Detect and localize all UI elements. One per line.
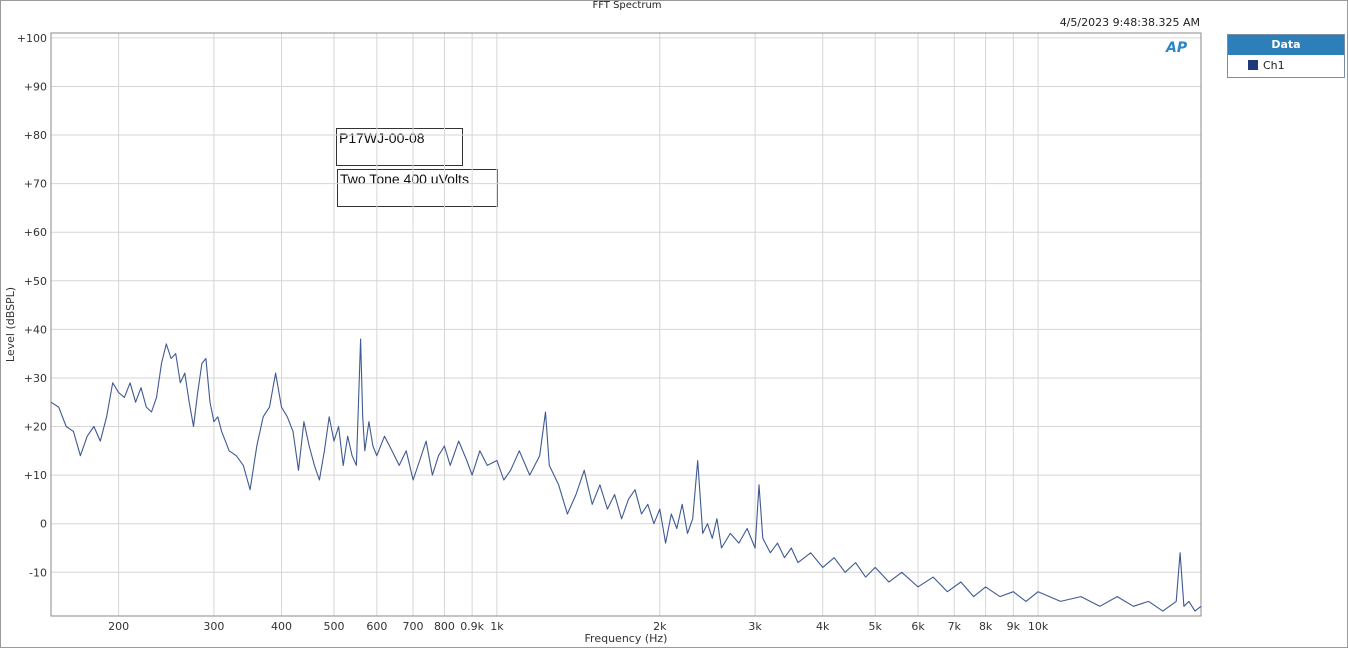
x-tick-label: 400 — [271, 620, 292, 633]
y-tick-label: +40 — [24, 323, 47, 336]
x-tick-label: 200 — [108, 620, 129, 633]
x-tick-label: 700 — [403, 620, 424, 633]
y-tick-label: 0 — [40, 518, 47, 531]
x-tick-label: 1k — [490, 620, 504, 633]
y-tick-label: +60 — [24, 226, 47, 239]
x-axis-label: Frequency (Hz) — [585, 632, 668, 645]
series-line-ch1 — [50, 338, 1202, 612]
x-tick-label: 10k — [1028, 620, 1049, 633]
y-axis-label: Level (dBSPL) — [4, 287, 17, 362]
timestamp: 4/5/2023 9:48:38.325 AM — [1059, 16, 1200, 29]
x-tick-label: 300 — [203, 620, 224, 633]
x-tick-label: 9k — [1007, 620, 1021, 633]
x-tick-label: 6k — [911, 620, 925, 633]
y-tick-label: +70 — [24, 178, 47, 191]
x-tick-label: 4k — [816, 620, 830, 633]
x-tick-label: 500 — [323, 620, 344, 633]
legend[interactable]: Data Ch1 — [1227, 34, 1345, 78]
x-tick-label: 7k — [948, 620, 962, 633]
x-tick-label: 3k — [748, 620, 762, 633]
y-tick-label: +30 — [24, 372, 47, 385]
series-layer — [50, 338, 1202, 612]
legend-swatch — [1248, 60, 1258, 70]
legend-entry-ch1[interactable]: Ch1 — [1228, 55, 1344, 75]
y-tick-label: -10 — [29, 566, 47, 579]
chart-title: FFT Spectrum — [592, 0, 662, 11]
annotation-device-id[interactable]: P17WJ-00-08 — [336, 128, 463, 166]
y-tick-label: +90 — [24, 80, 47, 93]
legend-entry-label: Ch1 — [1263, 58, 1285, 72]
annotation-test-condition[interactable]: Two Tone 400 uVolts — [337, 169, 498, 207]
grid — [51, 33, 1201, 616]
x-tick-label: 5k — [868, 620, 882, 633]
legend-title: Data — [1228, 35, 1344, 55]
x-tick-label: 800 — [434, 620, 455, 633]
y-tick-label: +20 — [24, 421, 47, 434]
y-tick-label: +10 — [24, 469, 47, 482]
y-tick-label: +100 — [17, 32, 47, 45]
x-tick-label: 600 — [366, 620, 387, 633]
x-tick-label: 0.9k — [460, 620, 484, 633]
y-tick-label: +50 — [24, 275, 47, 288]
x-tick-label: 2k — [653, 620, 667, 633]
ap-logo: AP — [1166, 40, 1188, 56]
x-tick-label: 8k — [979, 620, 993, 633]
plot-border — [50, 32, 1202, 617]
y-tick-label: +80 — [24, 129, 47, 142]
